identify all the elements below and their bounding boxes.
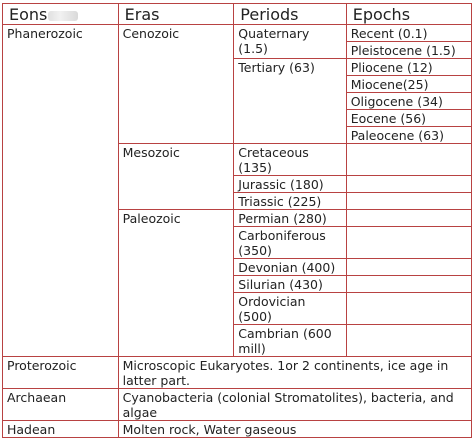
eon-hadean: Hadean	[2, 420, 119, 438]
header-eons: Eons	[2, 3, 119, 25]
period-cell: Triassic (225)	[233, 192, 347, 210]
eon-proterozoic: Proterozoic	[2, 356, 119, 389]
geologic-time-table-page: Eons Eras Periods Epochs Phanerozoic Cen…	[2, 3, 473, 438]
epoch-empty-cell	[345, 292, 473, 325]
header-periods: Periods	[233, 3, 347, 25]
era-paleozoic: Paleozoic	[117, 209, 235, 357]
table-row: Phanerozoic Cenozoic Quaternary (1.5) Re…	[2, 24, 473, 357]
table-row: Paleozoic Permian (280)	[3, 209, 473, 357]
header-eons-label: Eons	[9, 5, 48, 24]
epoch-empty-cell	[345, 258, 473, 276]
era-mesozoic: Mesozoic	[117, 143, 235, 210]
table-row: Devonian (400)	[3, 258, 473, 276]
period-tertiary: Tertiary (63)	[233, 58, 347, 144]
epoch-cell: Pliocene (12)	[345, 58, 473, 76]
geologic-time-table: Eons Eras Periods Epochs Phanerozoic Cen…	[2, 3, 473, 438]
epoch-empty-cell	[345, 209, 473, 227]
period-quaternary: Quaternary (1.5)	[233, 24, 347, 59]
table-row: Oligocene (34)	[3, 92, 473, 110]
header-row: Eons Eras Periods Epochs	[2, 3, 473, 25]
period-cell: Ordovician (500)	[233, 292, 347, 325]
period-cell: Cambrian (600 mill)	[233, 324, 347, 357]
epoch-empty-cell	[345, 275, 473, 293]
eon-phanerozoic: Phanerozoic	[2, 24, 119, 357]
hadean-description: Molten rock, Water gaseous	[117, 420, 473, 438]
period-cell: Cretaceous (135)	[233, 143, 347, 176]
archaean-description: Cyanobacteria (colonial Stromatolites), …	[117, 388, 473, 421]
table-row: Eocene (56)	[3, 109, 473, 127]
table-row: Ordovician (500)	[3, 292, 473, 325]
period-cell: Jurassic (180)	[233, 175, 347, 193]
header-eras: Eras	[117, 3, 235, 25]
period-cell: Silurian (430)	[233, 275, 347, 293]
epoch-cell: Pleistocene (1.5)	[345, 41, 473, 59]
proterozoic-description: Microscopic Eukaryotes. 1or 2 continents…	[117, 356, 473, 389]
header-epochs: Epochs	[345, 3, 473, 25]
table-row: Silurian (430)	[3, 275, 473, 293]
era-cenozoic: Cenozoic	[117, 24, 235, 144]
smudge-mark	[48, 10, 79, 21]
period-cell: Permian (280)	[233, 209, 347, 227]
table-row: Proterozoic Microscopic Eukaryotes. 1or …	[2, 356, 473, 389]
epoch-cell: Paleocene (63)	[345, 126, 473, 144]
epoch-cell: Recent (0.1)	[345, 24, 473, 42]
table-row: Hadean Molten rock, Water gaseous	[2, 420, 473, 438]
epoch-cell: Oligocene (34)	[345, 92, 473, 110]
table-row: Tertiary (63) Pliocene (12)	[3, 58, 473, 144]
epoch-empty-cell	[345, 192, 473, 210]
epoch-cell: Eocene (56)	[345, 109, 473, 127]
table-row: Jurassic (180)	[3, 175, 473, 193]
epoch-empty-cell	[345, 175, 473, 193]
epoch-empty-cell	[345, 226, 473, 259]
period-cell: Carboniferous (350)	[233, 226, 347, 259]
epoch-empty-cell	[345, 324, 473, 357]
period-cell: Devonian (400)	[233, 258, 347, 276]
table-row: Archaean Cyanobacteria (colonial Stromat…	[2, 388, 473, 421]
epoch-empty-cell	[345, 143, 473, 176]
eon-archaean: Archaean	[2, 388, 119, 421]
epoch-cell: Miocene(25)	[345, 75, 473, 93]
table-row: Carboniferous (350)	[3, 226, 473, 259]
table-row: Cambrian (600 mill)	[3, 324, 473, 357]
